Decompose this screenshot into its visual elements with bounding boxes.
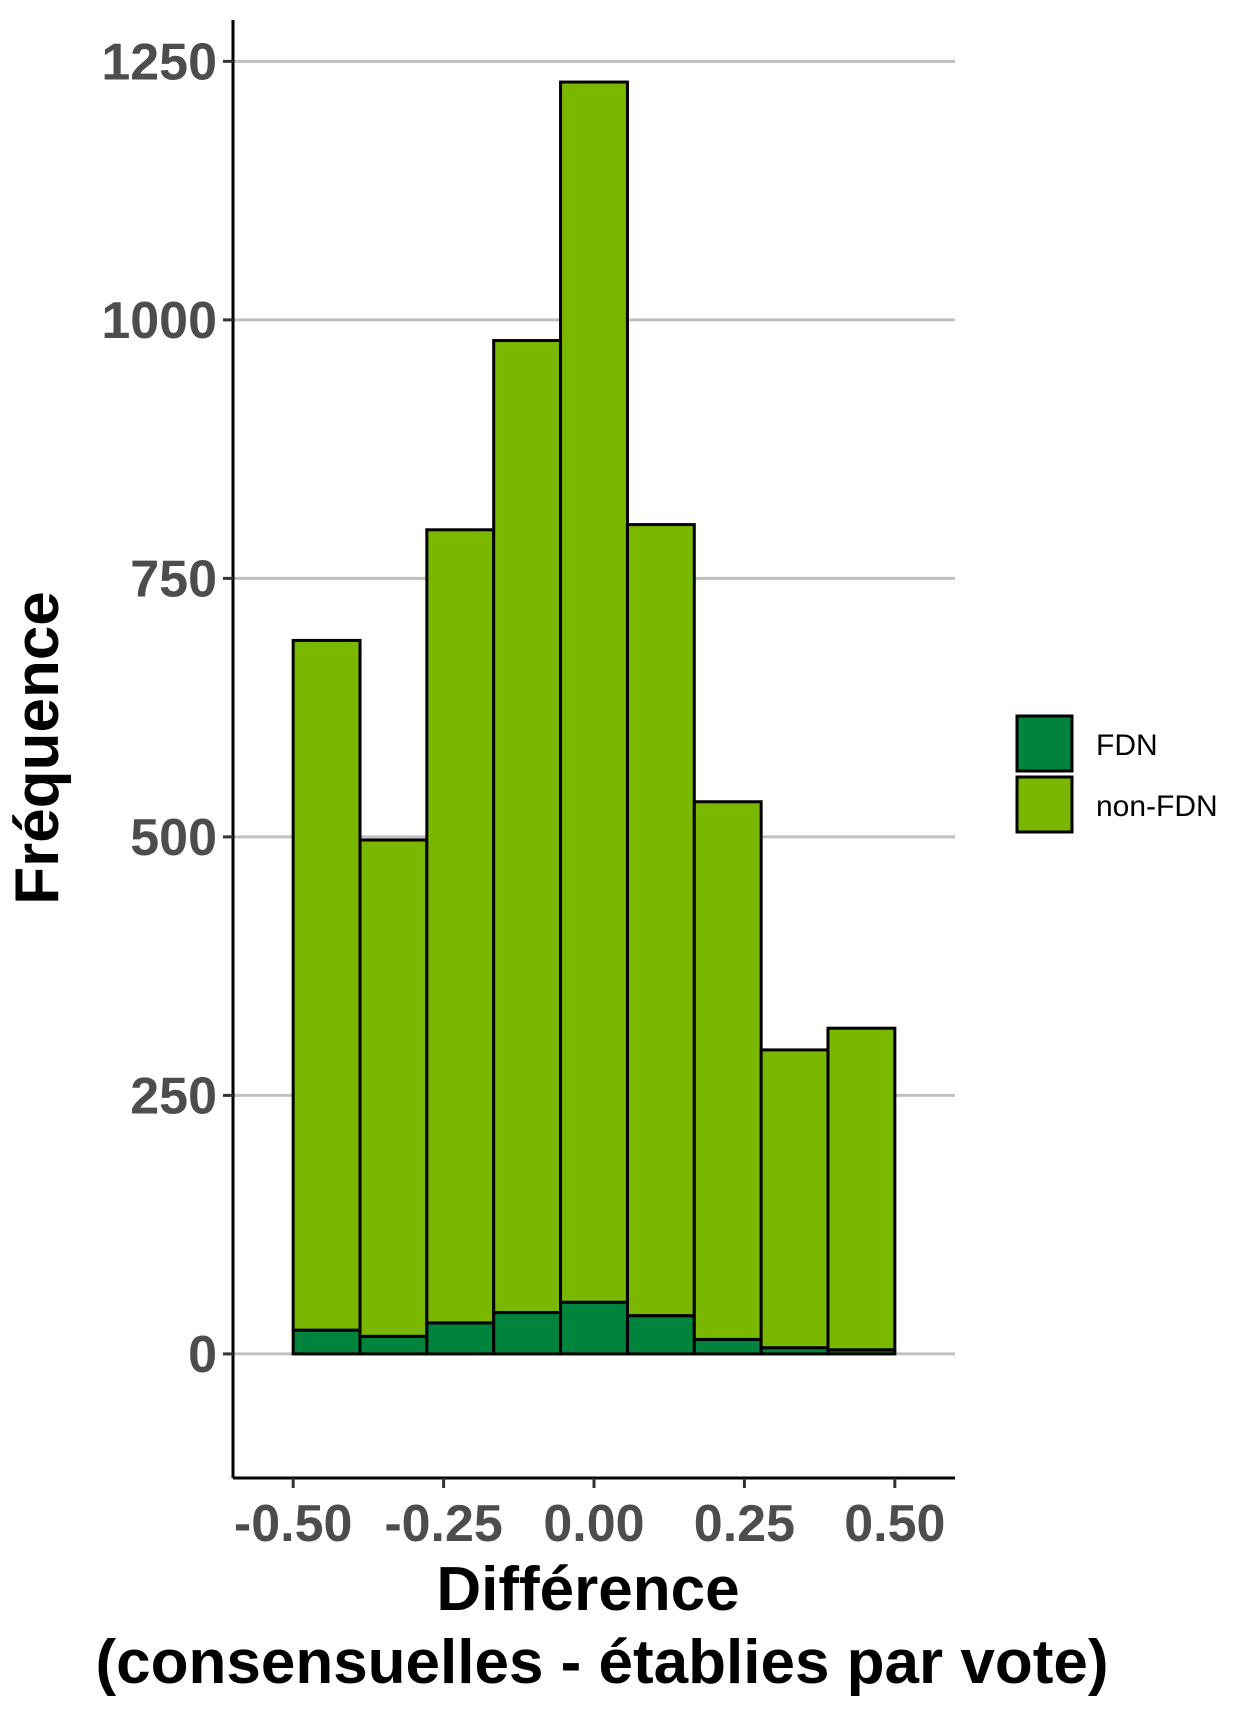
bars	[291, 80, 897, 1356]
bar-fdn-5	[625, 1314, 696, 1356]
axes	[223, 20, 955, 1488]
y-tick-label: 1250	[101, 33, 217, 91]
y-tick-label: 0	[188, 1326, 217, 1384]
bar-fdn-4	[559, 1300, 629, 1356]
bar-non-fdn-5	[625, 523, 696, 1318]
bar-non-fdn-4	[559, 80, 629, 1304]
y-tick-labels: 0 250 500 750 1000 1250	[101, 33, 217, 1384]
bar-fdn-2	[425, 1321, 496, 1356]
legend: FDN non-FDN	[1015, 714, 1218, 834]
bar-non-fdn-2	[425, 528, 496, 1325]
bar-fdn-6	[692, 1337, 763, 1356]
bar-fdn-1	[358, 1334, 429, 1356]
x-tick-labels: -0.50 -0.25 0.00 0.25 0.50	[234, 1495, 946, 1553]
y-axis-title: Fréquence	[3, 591, 72, 905]
x-tick-label: 0.50	[844, 1495, 945, 1553]
y-tick-label: 500	[130, 809, 217, 867]
y-tick-label: 750	[130, 550, 217, 608]
legend-label-non-fdn: non-FDN	[1096, 790, 1218, 823]
x-tick-label: 0.25	[694, 1495, 795, 1553]
x-axis-title: Différence	[436, 1555, 739, 1624]
legend-swatch-fdn	[1015, 714, 1074, 773]
bar-non-fdn-3	[492, 339, 563, 1315]
bar-non-fdn-0	[291, 638, 362, 1332]
bar-fdn-0	[291, 1328, 362, 1356]
legend-label-fdn: FDN	[1096, 729, 1158, 762]
bar-non-fdn-1	[358, 838, 429, 1338]
x-tick-label: 0.00	[543, 1495, 644, 1553]
x-axis-subtitle: (consensuelles - établies par vote)	[95, 1628, 1108, 1697]
y-tick-label: 250	[130, 1067, 217, 1125]
legend-swatch-non-fdn	[1015, 775, 1074, 834]
bar-non-fdn-6	[692, 800, 763, 1341]
bar-non-fdn-7	[759, 1048, 830, 1350]
y-tick-label: 1000	[101, 292, 217, 350]
x-tick-label: -0.50	[234, 1495, 353, 1553]
bar-non-fdn-8	[826, 1026, 897, 1352]
x-tick-label: -0.25	[384, 1495, 503, 1553]
bar-fdn-3	[492, 1311, 563, 1356]
